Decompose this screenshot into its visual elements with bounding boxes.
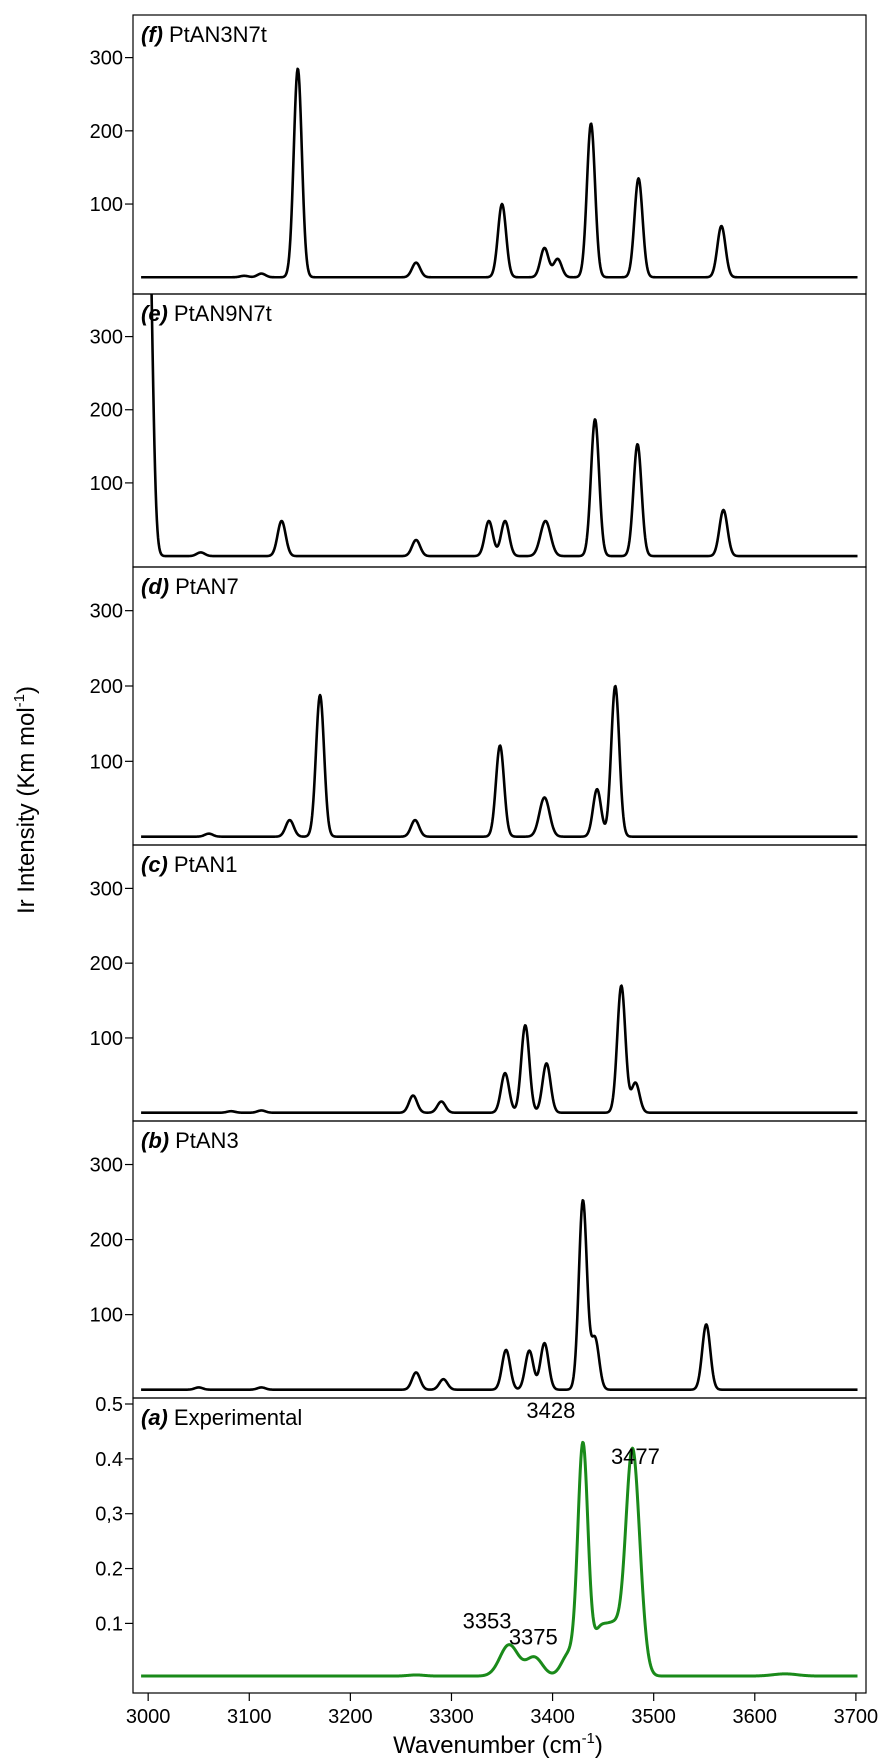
- panel-title: (b) PtAN3: [141, 1128, 239, 1153]
- x-axis-label-sup: -1: [582, 1730, 595, 1747]
- spectrum-line: [140, 67, 859, 279]
- x-tick-label: 3700: [834, 1706, 879, 1728]
- panel-frame: [132, 14, 867, 295]
- y-tick-label: 0.1: [95, 1613, 123, 1635]
- y-axis-label-sup: -1: [11, 694, 28, 707]
- panel-letter: (b): [141, 1128, 169, 1153]
- y-tick-label: 100: [90, 473, 123, 495]
- y-tick-label: 0,3: [95, 1504, 123, 1526]
- y-tick-label: 300: [90, 327, 123, 349]
- panel-title: (c) PtAN1: [141, 852, 237, 877]
- y-axis-label-end: ): [13, 686, 40, 694]
- panel-frame: [132, 566, 867, 846]
- x-tick-label: 3000: [126, 1706, 171, 1728]
- panel-5: 0.1 0.2 0,3 0.4 0.5 3000 3100 3200 3300 3400 3500 3…: [95, 1394, 878, 1728]
- y-tick-label: 100: [90, 751, 123, 773]
- y-tick-label: 100: [90, 1305, 123, 1327]
- y-tick-label: 300: [90, 1155, 123, 1177]
- peak-annotation: 3428: [526, 1398, 575, 1423]
- y-tick-label: 300: [90, 48, 123, 70]
- panel-letter: (e): [141, 301, 168, 326]
- panel-name: PtAN7: [175, 574, 239, 599]
- x-axis-label: Wavenumber (cm-1): [393, 1730, 603, 1759]
- panel-letter: (c): [141, 852, 168, 877]
- panel-name: Experimental: [174, 1405, 302, 1430]
- y-tick-label: 200: [90, 1230, 123, 1252]
- y-tick-label: 100: [90, 1028, 123, 1050]
- panel-4: 100 200 300 (b) PtAN3: [90, 1120, 867, 1399]
- x-tick-label: 3600: [733, 1706, 778, 1728]
- panel-frame: [132, 293, 867, 568]
- panel-0: 100 200 300 (f) PtAN3N7t: [90, 14, 867, 295]
- panel-letter: (d): [141, 574, 169, 599]
- x-tick-label: 3500: [631, 1706, 676, 1728]
- x-tick-label: 3200: [328, 1706, 373, 1728]
- y-tick-label: 200: [90, 121, 123, 143]
- panel-frame: [132, 844, 867, 1122]
- panel-2: 100 200 300 (d) PtAN7: [90, 566, 867, 846]
- panel-name: PtAN3: [175, 1128, 239, 1153]
- panel-letter: (a): [141, 1405, 168, 1430]
- x-axis-label-end: ): [595, 1732, 603, 1759]
- peak-annotation: 3477: [611, 1444, 660, 1469]
- y-tick-label: 0.2: [95, 1559, 123, 1581]
- panel-letter: (f): [141, 22, 163, 47]
- x-tick-label: 3300: [429, 1706, 474, 1728]
- y-tick-label: 0.5: [95, 1394, 123, 1416]
- panel-name: PtAN9N7t: [174, 301, 272, 326]
- panel-3: 100 200 300 (c) PtAN1: [90, 844, 867, 1122]
- y-tick-label: 200: [90, 676, 123, 698]
- panel-title: (d) PtAN7: [141, 574, 239, 599]
- panel-title: (f) PtAN3N7t: [141, 22, 267, 47]
- panel-name: PtAN3N7t: [169, 22, 267, 47]
- y-tick-label: 200: [90, 953, 123, 975]
- panel-frame: [132, 1120, 867, 1399]
- x-tick-label: 3400: [530, 1706, 575, 1728]
- y-tick-label: 300: [90, 878, 123, 900]
- y-tick-label: 0.4: [95, 1449, 123, 1471]
- panel-frame: [132, 1397, 867, 1694]
- spectrum-line: [150, 294, 859, 558]
- y-tick-label: 200: [90, 400, 123, 422]
- spectrum-line: [140, 1199, 859, 1391]
- panel-title: (a) Experimental: [141, 1405, 302, 1430]
- spectrum-line: [140, 984, 859, 1115]
- spectrum-line: [140, 684, 859, 838]
- peak-annotation: 3353: [463, 1609, 512, 1634]
- panels-group: 100 200 300 (f) PtAN3N7t 100 200 300 (e) PtAN9N7t…: [90, 14, 878, 1728]
- peak-annotation: 3375: [509, 1624, 558, 1649]
- spectrum-line: [140, 1440, 859, 1678]
- y-tick-label: 300: [90, 601, 123, 623]
- x-tick-label: 3100: [227, 1706, 272, 1728]
- panel-title: (e) PtAN9N7t: [141, 301, 272, 326]
- y-axis-label: Ir Intensity (Km mol-1): [11, 686, 40, 914]
- y-tick-label: 100: [90, 194, 123, 216]
- panel-name: PtAN1: [174, 852, 238, 877]
- panel-1: 100 200 300 (e) PtAN9N7t: [90, 293, 867, 568]
